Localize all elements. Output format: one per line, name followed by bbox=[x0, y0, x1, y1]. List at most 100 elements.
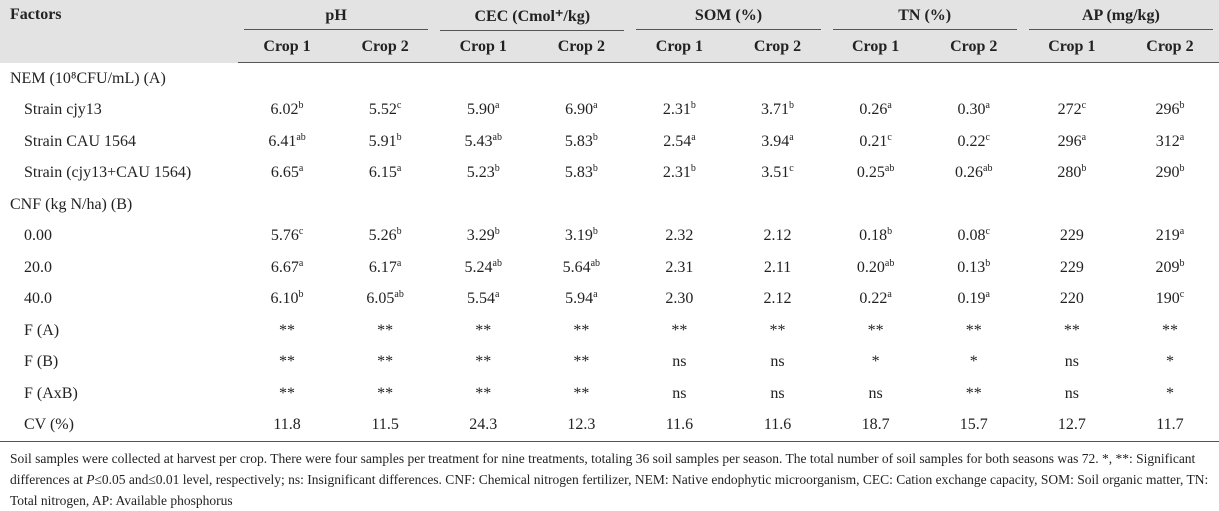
significance-letter: a bbox=[887, 289, 892, 301]
value-text: 6.05 bbox=[366, 290, 395, 308]
value-cell: 5.83b bbox=[532, 158, 630, 190]
value-cell: 0.22c bbox=[925, 126, 1023, 158]
row-label: 20.0 bbox=[24, 258, 52, 276]
value-cell: 15.7 bbox=[924, 409, 1023, 442]
value-text: 209 bbox=[1155, 258, 1180, 276]
value-text: 5.23 bbox=[466, 164, 495, 182]
value-cell: ** bbox=[573, 353, 590, 371]
data-table: Factors pH CEC (Cmol⁺/kg) SOM (%) TN (%) AP … bbox=[0, 0, 1219, 442]
significance-letter: b bbox=[592, 131, 598, 143]
value-cell: ** bbox=[965, 384, 982, 402]
significance-letter: a bbox=[887, 100, 892, 112]
value-cell: 0.30a bbox=[925, 95, 1023, 127]
value-cell: ** bbox=[769, 321, 786, 339]
significance-letter: b bbox=[494, 163, 500, 175]
value-cell: 2.12 bbox=[763, 290, 792, 308]
value-cell: 6.15a bbox=[336, 158, 434, 190]
table-row: F (B) ** ** ** ** ns ns * * ns * bbox=[0, 347, 1219, 379]
table-row: 40.0 6.10b 6.05ab 5.54a 5.94a 2.30 2.12 0.22a 0.… bbox=[0, 284, 1219, 316]
footnote-text: P bbox=[86, 472, 95, 487]
value-text: 6.17 bbox=[368, 258, 397, 276]
value-text: 5.26 bbox=[368, 227, 397, 245]
value-text: 0.22 bbox=[957, 132, 986, 150]
value-cell: 6.05ab bbox=[336, 284, 434, 316]
value-cell: 312a bbox=[1121, 126, 1219, 158]
value-text: 0.20 bbox=[856, 258, 885, 276]
value-text: 5.83 bbox=[564, 132, 593, 150]
significance-letter: b bbox=[985, 257, 991, 269]
value-cell: 280b bbox=[1023, 158, 1121, 190]
significance-letter: a bbox=[1179, 131, 1185, 143]
value-cell: ns bbox=[1064, 384, 1079, 402]
value-text: 3.71 bbox=[761, 101, 790, 119]
significance-letter: a bbox=[298, 257, 304, 269]
header-cell: SOM (%) bbox=[630, 0, 827, 31]
value-cell: 2.32 bbox=[665, 227, 694, 245]
significance-letter: b bbox=[887, 226, 893, 238]
value-cell: 0.19a bbox=[925, 284, 1023, 316]
value-cell: 290b bbox=[1121, 158, 1219, 190]
significance-letter: a bbox=[593, 289, 598, 301]
value-cell: 6.02b bbox=[238, 95, 336, 127]
value-cell: 272c bbox=[1023, 95, 1121, 127]
value-cell: ** bbox=[573, 384, 590, 402]
sub-header-cell: Crop 2 bbox=[924, 31, 1023, 63]
significance-letter: a bbox=[1179, 226, 1185, 238]
value-text: 5.90 bbox=[467, 101, 495, 119]
table-body: NEM (10⁸CFU/mL) (A) Strain cjy13 6.02b 5.52… bbox=[0, 63, 1219, 442]
significance-letter: a bbox=[1081, 131, 1087, 143]
header-cell: TN (%) bbox=[826, 0, 1023, 31]
significance-letter: ab bbox=[492, 257, 502, 269]
value-cell: 5.91b bbox=[336, 126, 434, 158]
table-row: Strain CAU 1564 6.41ab 5.91b 5.43ab 5.83b 2.5… bbox=[0, 126, 1219, 158]
sub-header-cell: Crop 1 bbox=[434, 31, 533, 63]
value-cell: 12.7 bbox=[1022, 409, 1121, 442]
value-text: 5.94 bbox=[565, 290, 594, 308]
value-text: 0.26 bbox=[859, 101, 888, 119]
value-cell: 3.19b bbox=[532, 221, 630, 253]
section-label: NEM (10⁸CFU/mL) (A) bbox=[10, 69, 166, 87]
header-row: Factors pH CEC (Cmol⁺/kg) SOM (%) TN (%) AP … bbox=[0, 0, 1219, 63]
value-cell: 6.17a bbox=[336, 252, 434, 284]
value-cell: 3.29b bbox=[434, 221, 532, 253]
table-header: Factors pH CEC (Cmol⁺/kg) SOM (%) TN (%) AP … bbox=[0, 0, 1219, 63]
value-cell: 5.94a bbox=[532, 284, 630, 316]
sub-header-cell: Crop 1 bbox=[238, 31, 337, 63]
value-cell: * bbox=[871, 353, 880, 371]
significance-letter: a bbox=[593, 100, 598, 112]
value-text: 272 bbox=[1057, 101, 1082, 119]
value-cell: ** bbox=[377, 384, 394, 402]
significance-letter: b bbox=[1179, 257, 1185, 269]
value-cell: * bbox=[969, 353, 978, 371]
row-label: CV (%) bbox=[0, 409, 238, 442]
value-cell: ns bbox=[672, 384, 687, 402]
significance-letter: a bbox=[985, 289, 990, 301]
value-cell: 3.71b bbox=[728, 95, 826, 127]
sub-header-cell: Crop 2 bbox=[532, 31, 631, 63]
significance-letter: a bbox=[495, 100, 500, 112]
value-cell: 219a bbox=[1121, 221, 1219, 253]
value-cell: 0.13b bbox=[925, 252, 1023, 284]
value-cell: 2.11 bbox=[763, 258, 792, 276]
value-cell: 6.67a bbox=[238, 252, 336, 284]
value-cell: ** bbox=[279, 353, 296, 371]
table-row: 20.0 6.67a 6.17a 5.24ab 5.64ab 2.31 2.11 0.20ab… bbox=[0, 252, 1219, 284]
value-cell: 209b bbox=[1121, 252, 1219, 284]
significance-letter: b bbox=[592, 226, 598, 238]
value-cell: 2.54a bbox=[630, 126, 728, 158]
value-cell: ns bbox=[868, 384, 883, 402]
significance-letter: b bbox=[789, 100, 795, 112]
value-cell: ** bbox=[867, 321, 884, 339]
significance-letter: a bbox=[691, 131, 696, 143]
value-cell: ns bbox=[770, 353, 785, 371]
significance-letter: c bbox=[887, 131, 892, 143]
row-label: Strain (cjy13+CAU 1564) bbox=[24, 164, 192, 182]
group-title: pH bbox=[244, 1, 429, 30]
value-text: 0.08 bbox=[957, 227, 986, 245]
value-cell: ** bbox=[475, 321, 492, 339]
significance-letter: a bbox=[985, 100, 990, 112]
value-cell: ** bbox=[1161, 321, 1178, 339]
value-cell: ** bbox=[377, 353, 394, 371]
footnote-text: Soil samples were collected at harvest p… bbox=[10, 451, 1196, 487]
significance-letter: b bbox=[1081, 163, 1087, 175]
